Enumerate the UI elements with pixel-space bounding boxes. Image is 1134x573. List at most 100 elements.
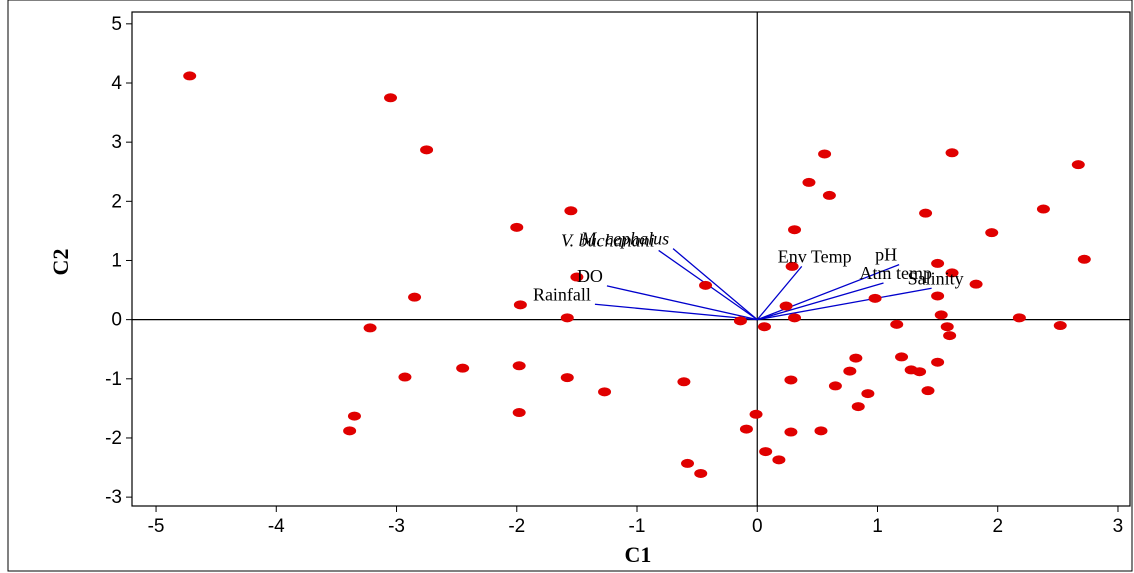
loading-vector-label: DO	[577, 266, 603, 286]
x-tick-label: -1	[629, 516, 646, 537]
data-point	[739, 424, 753, 434]
data-point	[931, 357, 945, 367]
x-tick-label: -2	[508, 516, 525, 537]
data-point	[785, 261, 799, 271]
y-tick-label: 1	[111, 250, 122, 271]
data-point	[677, 377, 691, 387]
data-point	[384, 93, 398, 103]
data-point	[969, 279, 983, 289]
loading-vector	[757, 282, 884, 321]
data-point	[694, 468, 708, 478]
data-point	[420, 145, 434, 155]
loading-vector	[606, 285, 758, 321]
data-point	[564, 206, 578, 216]
data-point	[1012, 313, 1026, 323]
data-point	[940, 322, 954, 332]
data-point	[784, 375, 798, 385]
data-point	[934, 310, 948, 320]
data-point	[1053, 321, 1067, 331]
data-point	[772, 455, 786, 465]
data-point	[784, 427, 798, 437]
data-point	[788, 313, 802, 323]
data-point	[733, 316, 747, 326]
data-point	[945, 148, 959, 158]
data-point	[890, 319, 904, 329]
y-tick-label: -2	[105, 428, 122, 449]
y-tick-label: -1	[105, 369, 122, 390]
data-point	[919, 208, 933, 218]
data-point	[931, 258, 945, 268]
y-tick-label: 0	[111, 310, 122, 331]
data-point	[681, 458, 695, 468]
y-tick-label: 5	[111, 14, 122, 35]
data-point	[945, 268, 959, 278]
y-tick-label: 2	[111, 191, 122, 212]
loading-vector	[757, 264, 900, 321]
x-tick-label: 3	[1113, 516, 1124, 537]
data-point	[985, 228, 999, 238]
data-point	[921, 386, 935, 396]
data-point	[828, 381, 842, 391]
data-point	[818, 149, 832, 159]
data-point	[560, 373, 574, 383]
x-tick-label: 0	[752, 516, 763, 537]
data-point	[913, 367, 927, 377]
data-point	[512, 361, 526, 371]
data-point	[868, 293, 882, 303]
data-point	[759, 447, 773, 457]
data-point	[363, 323, 377, 333]
data-point	[347, 411, 361, 421]
loading-vector	[756, 265, 803, 321]
loading-vector-label: V. buchanani	[561, 230, 655, 250]
loading-vector-label: Env Temp	[778, 246, 852, 266]
data-point	[931, 291, 945, 301]
data-point	[510, 222, 524, 232]
data-point	[943, 331, 957, 341]
y-tick-label: 3	[111, 132, 122, 153]
data-point	[749, 409, 763, 419]
data-point	[512, 408, 526, 418]
loading-vector-label: pH	[875, 245, 897, 265]
loading-vector	[594, 303, 758, 321]
data-point	[843, 366, 857, 376]
data-point	[849, 353, 863, 363]
x-tick-label: 2	[992, 516, 1003, 537]
loading-vector-label: Salinity	[908, 268, 964, 288]
data-point	[408, 292, 422, 302]
data-point	[598, 387, 612, 397]
data-point	[513, 300, 527, 310]
x-tick-label: 1	[872, 516, 883, 537]
data-point	[788, 225, 802, 235]
data-point	[802, 177, 816, 187]
data-point	[814, 426, 828, 436]
loading-vector	[672, 248, 758, 321]
x-tick-label: -4	[268, 516, 285, 537]
outer-border	[7, 0, 1133, 572]
data-point	[779, 301, 793, 311]
data-point	[570, 272, 584, 282]
data-point	[398, 372, 412, 382]
data-point	[560, 313, 574, 323]
data-point	[456, 363, 470, 373]
plot-frame	[131, 11, 1131, 507]
data-point	[822, 190, 836, 200]
data-point	[757, 322, 771, 332]
x-axis-title: C1	[625, 542, 652, 567]
data-point	[1036, 204, 1050, 214]
loading-vector-label: Atm temp	[860, 263, 933, 283]
data-point	[699, 280, 713, 290]
y-axis-title: C2	[48, 249, 73, 276]
data-point	[1071, 160, 1085, 170]
loading-vector-label: M. cephalus	[580, 229, 669, 249]
x-tick-label: -3	[388, 516, 405, 537]
data-point	[851, 402, 865, 412]
y-tick-label: 4	[111, 73, 122, 94]
loading-vector-label: Rainfall	[533, 284, 591, 304]
data-point	[1077, 254, 1091, 264]
data-point	[895, 352, 909, 362]
data-point	[861, 389, 875, 399]
y-tick-label: -3	[105, 487, 122, 508]
loading-vector	[757, 287, 932, 321]
data-point	[183, 71, 197, 81]
